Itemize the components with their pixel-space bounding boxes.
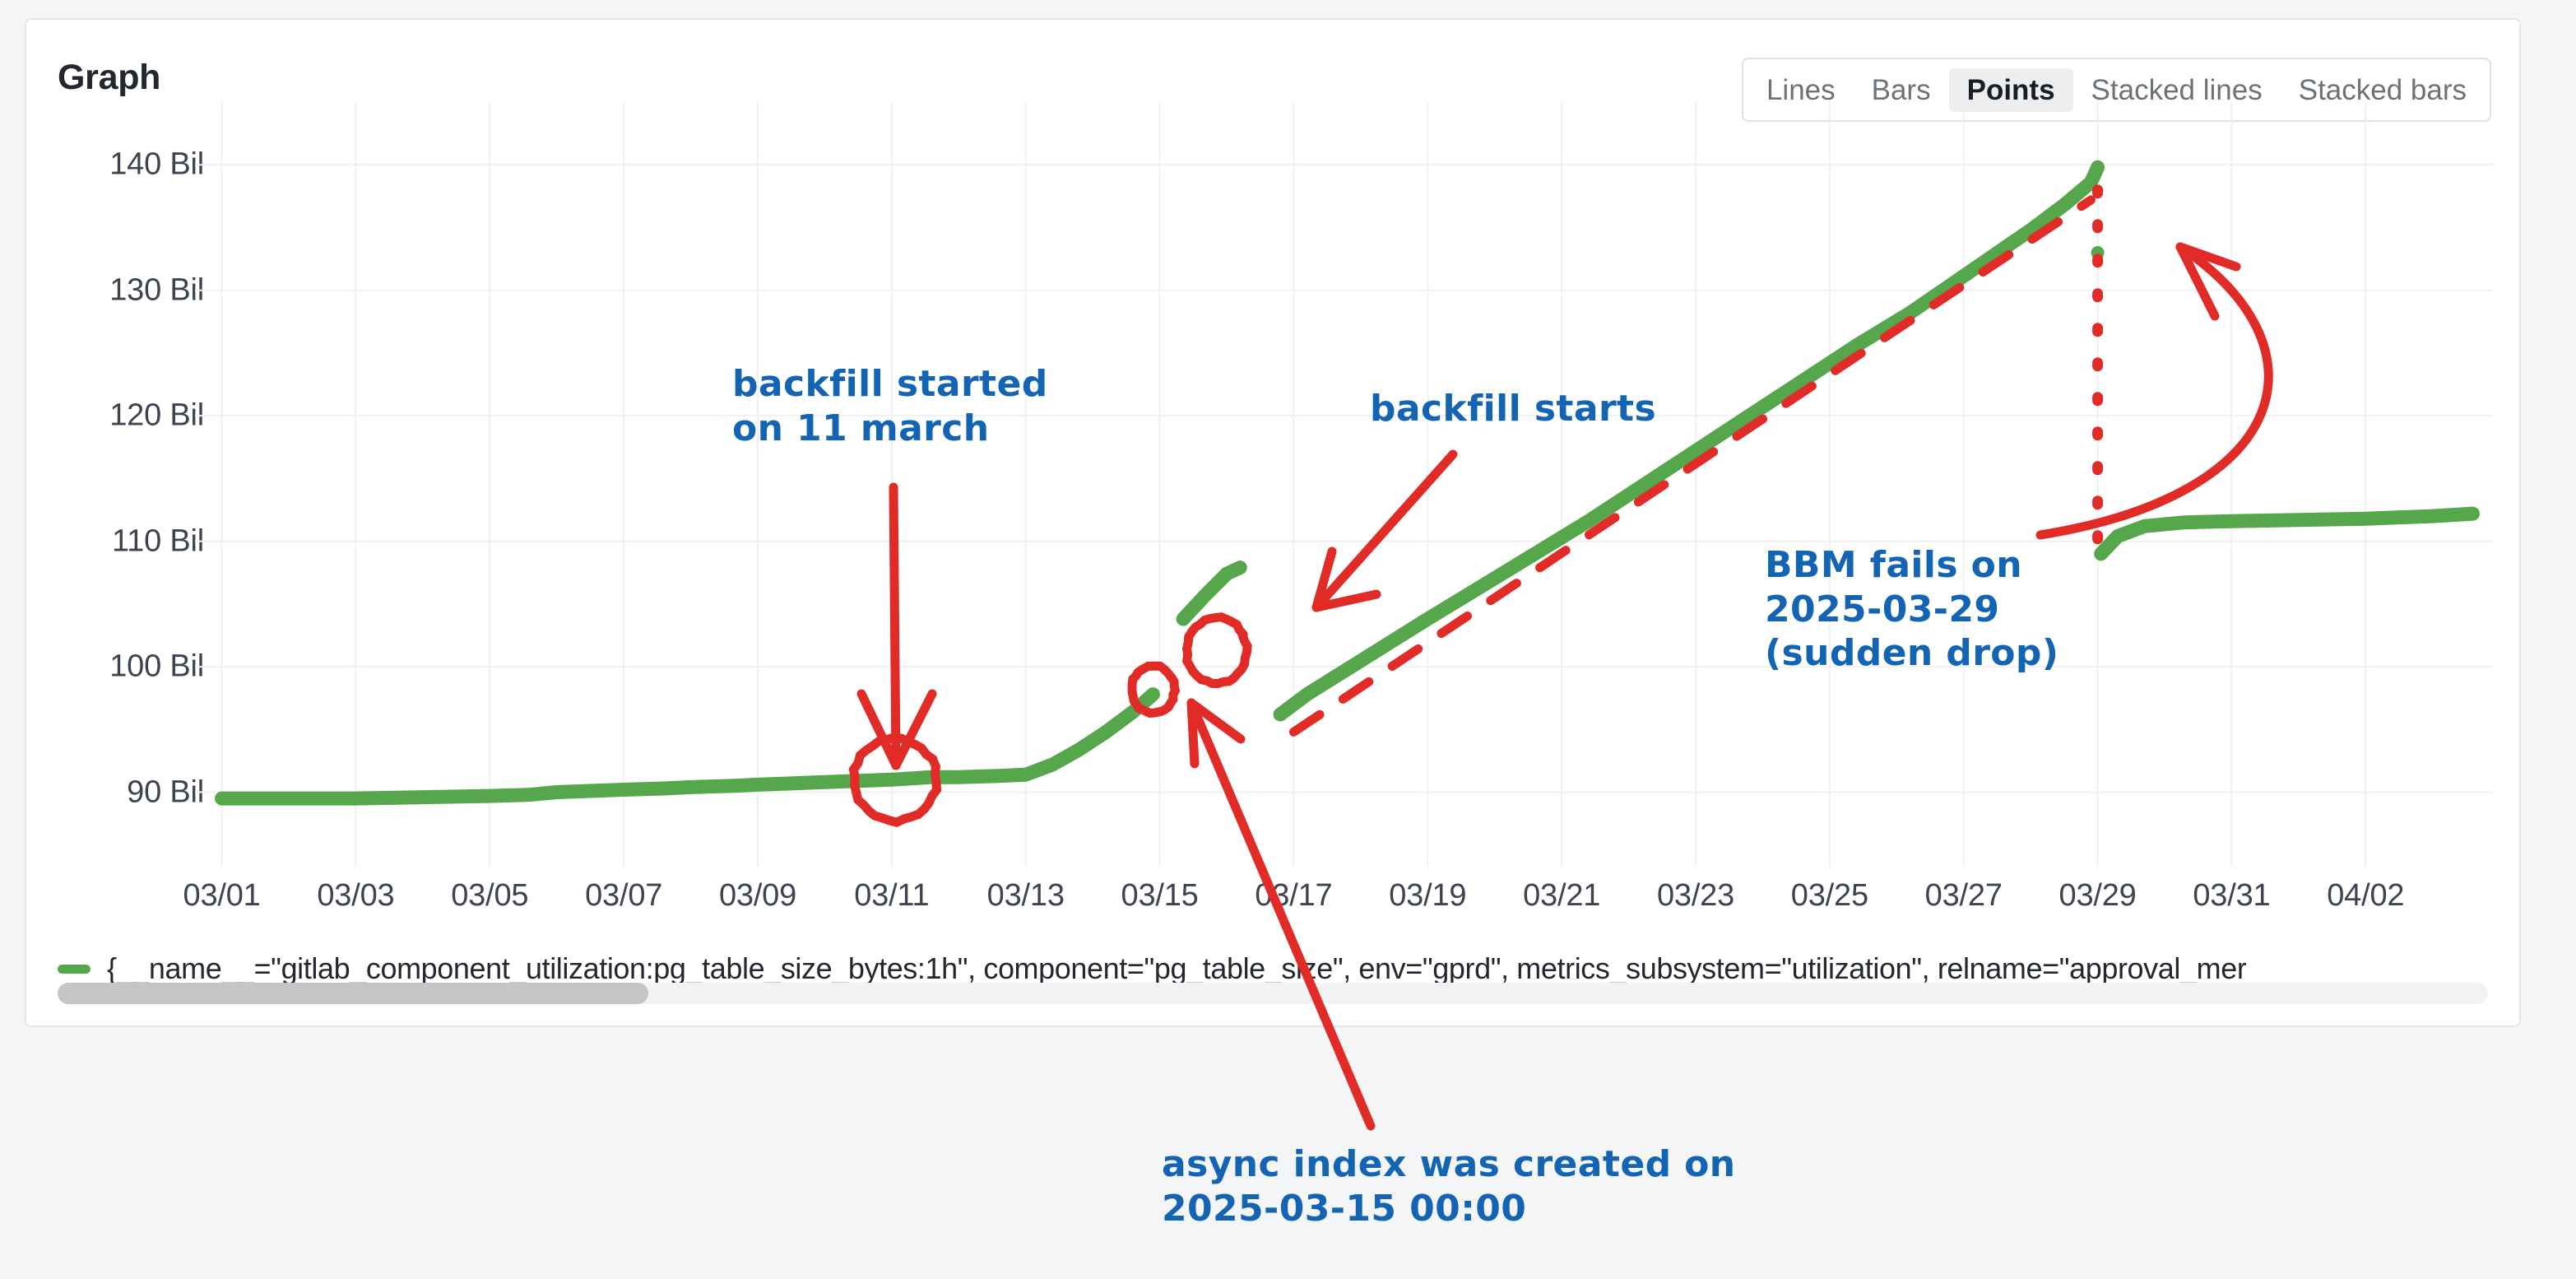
graph-type-points-button[interactable]: Points: [1948, 67, 2073, 112]
panel-header: Graph Lines Bars Points Stacked lines Stacke…: [26, 20, 2519, 122]
x-axis-tick-label: 03/15: [1121, 878, 1199, 913]
legend[interactable]: {__name__="gitlab_component_utilization:…: [58, 944, 2519, 993]
y-axis-labels: 140 Bil 130 Bil 120 Bil 110 Bil 100 Bil 90 Bi…: [26, 102, 216, 867]
legend-horizontal-scrollbar-track[interactable]: [58, 983, 2488, 1004]
plot-area: 140 Bil 130 Bil 120 Bil 110 Bil 100 Bil 90 Bi…: [26, 102, 2519, 933]
x-axis-tick-label: 03/01: [183, 878, 261, 913]
x-axis-tick-label: 03/03: [317, 878, 395, 913]
legend-color-swatch: [58, 964, 91, 974]
graph-type-lines-button[interactable]: Lines: [1766, 73, 1836, 106]
graph-type-stacked-lines-button[interactable]: Stacked lines: [2091, 73, 2263, 106]
x-axis-tick-label: 03/19: [1389, 878, 1467, 913]
x-axis-tick-label: 03/17: [1255, 878, 1333, 913]
y-axis-tick-label: 110 Bil: [112, 523, 204, 559]
legend-series-label[interactable]: {__name__="gitlab_component_utilization:…: [107, 951, 2247, 985]
x-axis-tick-label: 04/02: [2327, 878, 2405, 913]
y-axis-tick-label: 140 Bil: [109, 147, 204, 182]
graph-type-bars-button[interactable]: Bars: [1871, 73, 1931, 106]
y-axis-tick-label: 130 Bil: [109, 272, 204, 308]
x-axis-tick-label: 03/07: [585, 878, 663, 913]
chart-svg: [195, 102, 2493, 867]
ann-bbm-fails: BBM fails on 2025-03-29 (sudden drop): [1765, 544, 2059, 675]
graph-type-toggle-group[interactable]: Lines Bars Points Stacked lines Stacked bars: [1741, 58, 2491, 122]
x-axis-tick-label: 03/21: [1523, 878, 1601, 913]
ann-backfill-starts: backfill starts: [1370, 388, 1657, 430]
x-axis-tick-label: 03/11: [854, 878, 930, 913]
x-axis-tick-label: 03/31: [2193, 878, 2271, 913]
ann-backfill-started: backfill started on 11 march: [732, 363, 1048, 449]
x-axis-tick-label: 03/23: [1656, 878, 1735, 913]
x-axis-tick-label: 03/29: [2058, 878, 2137, 913]
chart-canvas[interactable]: [195, 102, 2493, 867]
x-axis-tick-label: 03/09: [718, 878, 797, 913]
graph-type-stacked-bars-button[interactable]: Stacked bars: [2298, 73, 2467, 106]
page-title: Graph: [58, 58, 161, 97]
x-axis-tick-label: 03/25: [1790, 878, 1868, 913]
x-axis-tick-label: 03/05: [451, 878, 529, 913]
y-axis-tick-label: 90 Bil: [127, 774, 204, 810]
y-axis-tick-label: 120 Bil: [109, 398, 204, 433]
x-axis-tick-label: 03/27: [1924, 878, 2003, 913]
legend-horizontal-scrollbar-thumb[interactable]: [58, 983, 648, 1004]
x-axis-labels: 03/01 03/03 03/05 03/07 03/09 03/11 03/13 03/15…: [183, 872, 2493, 921]
y-axis-tick-label: 100 Bil: [109, 649, 204, 684]
ann-async-index: async index was created on 2025-03-15 00…: [1162, 1143, 1736, 1230]
x-axis-tick-label: 03/13: [986, 878, 1065, 913]
graph-panel: Graph Lines Bars Points Stacked lines Stacke…: [25, 18, 2521, 1027]
